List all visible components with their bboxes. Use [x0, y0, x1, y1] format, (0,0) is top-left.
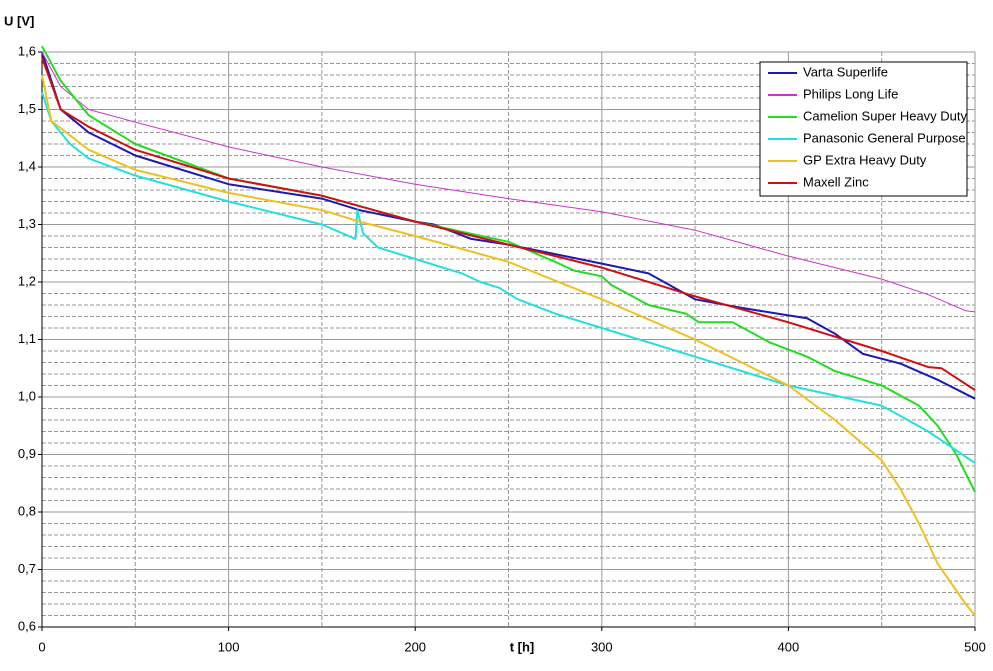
- y-tick-label: 1,0: [18, 388, 36, 403]
- y-tick-label: 1,4: [18, 158, 36, 173]
- legend-label: Maxell Zinc: [803, 174, 869, 189]
- data-line: [41, 91, 976, 464]
- data-line: [41, 51, 976, 400]
- legend-label: GP Extra Heavy Duty: [803, 152, 927, 167]
- y-tick-label: 0,8: [18, 503, 36, 518]
- data-line: [41, 74, 976, 617]
- x-tick-label: 500: [964, 639, 986, 654]
- y-tick-label: 1,6: [18, 43, 36, 58]
- y-tick-label: 0,7: [18, 561, 36, 576]
- x-tick-label: 400: [778, 639, 800, 654]
- legend: Varta Superlife Philips Long Life Camelion…: [759, 61, 968, 197]
- y-tick-label: 1,1: [18, 331, 36, 346]
- x-axis-label: t [h]: [510, 639, 535, 654]
- legend-label: Camelion Super Heavy Duty: [803, 108, 968, 123]
- x-tick-label: 200: [404, 639, 426, 654]
- x-tick-label: 100: [218, 639, 240, 654]
- legend-label: Philips Long Life: [803, 86, 898, 101]
- y-axis-label: U [V]: [4, 13, 34, 28]
- legend-label: Varta Superlife: [803, 64, 888, 79]
- y-tick-label: 1,2: [18, 273, 36, 288]
- y-tick-label: 0,6: [18, 618, 36, 633]
- legend-box: [759, 61, 968, 197]
- x-tick-label: 0: [38, 639, 45, 654]
- y-tick-label: 1,3: [18, 216, 36, 231]
- data-line: [41, 57, 976, 391]
- data-line: [41, 51, 976, 313]
- x-tick-label: 300: [591, 639, 613, 654]
- y-tick-label: 0,9: [18, 446, 36, 461]
- legend-label: Panasonic General Purpose: [803, 130, 966, 145]
- y-tick-label: 1,5: [18, 101, 36, 116]
